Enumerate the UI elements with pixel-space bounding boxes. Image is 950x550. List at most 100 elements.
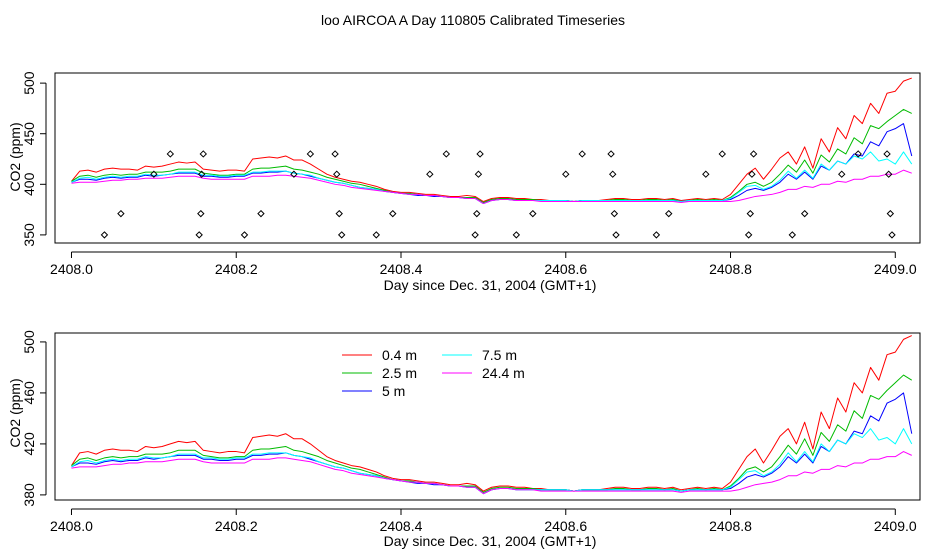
bottom-panel: 2408.0 2408.2 2408.4 2408.6 2408.8 2409.0 380… — [7, 330, 921, 549]
diamond-marker — [426, 170, 434, 178]
diamond-marker — [166, 150, 175, 158]
top-diamond-markers — [100, 150, 896, 239]
top-x-tick-label: 2408.8 — [709, 261, 752, 277]
diamond-marker — [746, 209, 755, 218]
bottom-x-tick-label: 2408.2 — [215, 518, 258, 534]
diamond-marker — [197, 209, 205, 218]
diamond-marker — [800, 209, 809, 218]
top-panel: 2408.0 2408.2 2408.4 2408.6 2408.8 2409.0 350… — [7, 71, 921, 293]
diamond-marker — [883, 150, 891, 158]
bottom-y-axis-label: CO2 (ppm) — [7, 378, 23, 447]
bottom-x-tick-label: 2408.0 — [50, 518, 93, 534]
diamond-marker — [199, 150, 207, 158]
diamond-marker — [744, 231, 753, 239]
bottom-series-line-7-5-m — [71, 428, 913, 495]
diamond-marker — [609, 170, 617, 178]
diamond-marker — [473, 209, 481, 218]
bottom-y-tick-label: 420 — [21, 432, 37, 456]
top-series-lines — [71, 77, 913, 205]
diamond-marker — [100, 231, 109, 239]
diamond-marker — [240, 231, 249, 239]
diamond-marker — [389, 209, 397, 218]
diamond-marker — [512, 231, 521, 239]
diamond-marker — [718, 150, 726, 158]
diamond-marker — [788, 231, 797, 239]
top-y-axis-label: CO2 (ppm) — [7, 122, 23, 191]
diamond-marker — [442, 150, 451, 158]
diamond-marker — [333, 170, 341, 178]
bottom-series-line-2-5-m — [71, 374, 913, 493]
diamond-marker — [335, 209, 343, 218]
figure-title: loo AIRCOA A Day 110805 Calibrated Times… — [321, 12, 625, 28]
diamond-marker — [886, 209, 895, 218]
top-x-tick-label: 2408.4 — [380, 261, 423, 277]
diamond-marker — [652, 231, 661, 239]
top-series-line-0-4-m — [71, 77, 912, 203]
top-series-line-7-5-m — [71, 151, 913, 205]
top-x-axis-label: Day since Dec. 31, 2004 (GMT+1) — [384, 277, 597, 293]
diamond-marker — [306, 150, 315, 158]
diamond-marker — [578, 150, 586, 158]
diamond-marker — [702, 170, 710, 178]
diamond-marker — [749, 150, 758, 158]
legend: 0.4 m 2.5 m 5 m 7.5 m 24.4 m — [342, 347, 525, 399]
legend-label: 0.4 m — [382, 347, 417, 363]
diamond-marker — [612, 231, 620, 239]
top-x-tick-label: 2409.0 — [874, 261, 917, 277]
bottom-x-tick-label: 2408.6 — [544, 518, 587, 534]
bottom-x-tick-label: 2409.0 — [874, 518, 917, 534]
diamond-marker — [884, 170, 893, 178]
top-x-tick-label: 2408.0 — [50, 261, 93, 277]
diamond-marker — [257, 209, 265, 218]
diamond-marker — [854, 150, 862, 158]
diamond-marker — [150, 170, 158, 178]
bottom-plot-frame — [54, 332, 921, 501]
top-plot-frame — [54, 72, 921, 244]
diamond-marker — [888, 231, 896, 239]
top-series-line-24-4-m — [71, 169, 912, 205]
bottom-x-axis: 2408.0 2408.2 2408.4 2408.6 2408.8 2409.0 — [50, 508, 917, 534]
legend-label: 5 m — [382, 383, 405, 399]
top-x-axis: 2408.0 2408.2 2408.4 2408.6 2408.8 2409.0 — [50, 251, 917, 277]
bottom-x-tick-label: 2408.4 — [380, 518, 423, 534]
diamond-marker — [665, 209, 673, 218]
diamond-marker — [290, 170, 298, 178]
bottom-series-line-24-4-m — [71, 451, 912, 495]
diamond-marker — [372, 231, 380, 239]
bottom-series-line-0-4-m — [71, 335, 912, 492]
bottom-series-line-5-m — [71, 392, 913, 495]
diamond-marker — [195, 231, 203, 239]
top-y-tick-label: 450 — [21, 122, 37, 146]
bottom-x-axis-label: Day since Dec. 31, 2004 (GMT+1) — [384, 533, 597, 549]
legend-label: 7.5 m — [482, 347, 517, 363]
diamond-marker — [476, 150, 484, 158]
top-x-tick-label: 2408.6 — [544, 261, 587, 277]
top-series-line-2-5-m — [71, 108, 912, 204]
diamond-marker — [471, 231, 479, 239]
bottom-series-lines — [71, 335, 913, 495]
diamond-marker — [610, 209, 619, 218]
diamond-marker — [529, 209, 537, 218]
diamond-marker — [838, 170, 846, 178]
diamond-marker — [117, 209, 125, 218]
top-x-tick-label: 2408.2 — [215, 261, 258, 277]
bottom-y-axis: 380 420 460 500 — [21, 330, 47, 507]
bottom-x-tick-label: 2408.8 — [709, 518, 752, 534]
diamond-marker — [197, 170, 206, 178]
legend-label: 24.4 m — [482, 365, 525, 381]
diamond-marker — [331, 150, 339, 158]
bottom-y-tick-label: 500 — [21, 330, 37, 354]
top-y-tick-label: 400 — [21, 172, 37, 196]
diamond-marker — [337, 231, 346, 239]
bottom-y-tick-label: 460 — [21, 381, 37, 405]
diamond-marker — [562, 170, 570, 178]
diamond-marker — [607, 150, 615, 158]
top-y-tick-label: 350 — [21, 223, 37, 247]
diamond-marker — [474, 170, 483, 178]
diamond-marker — [748, 170, 756, 178]
top-y-tick-label: 500 — [21, 71, 37, 95]
top-y-axis: 350 400 450 500 — [21, 71, 47, 247]
bottom-y-tick-label: 380 — [21, 483, 37, 507]
